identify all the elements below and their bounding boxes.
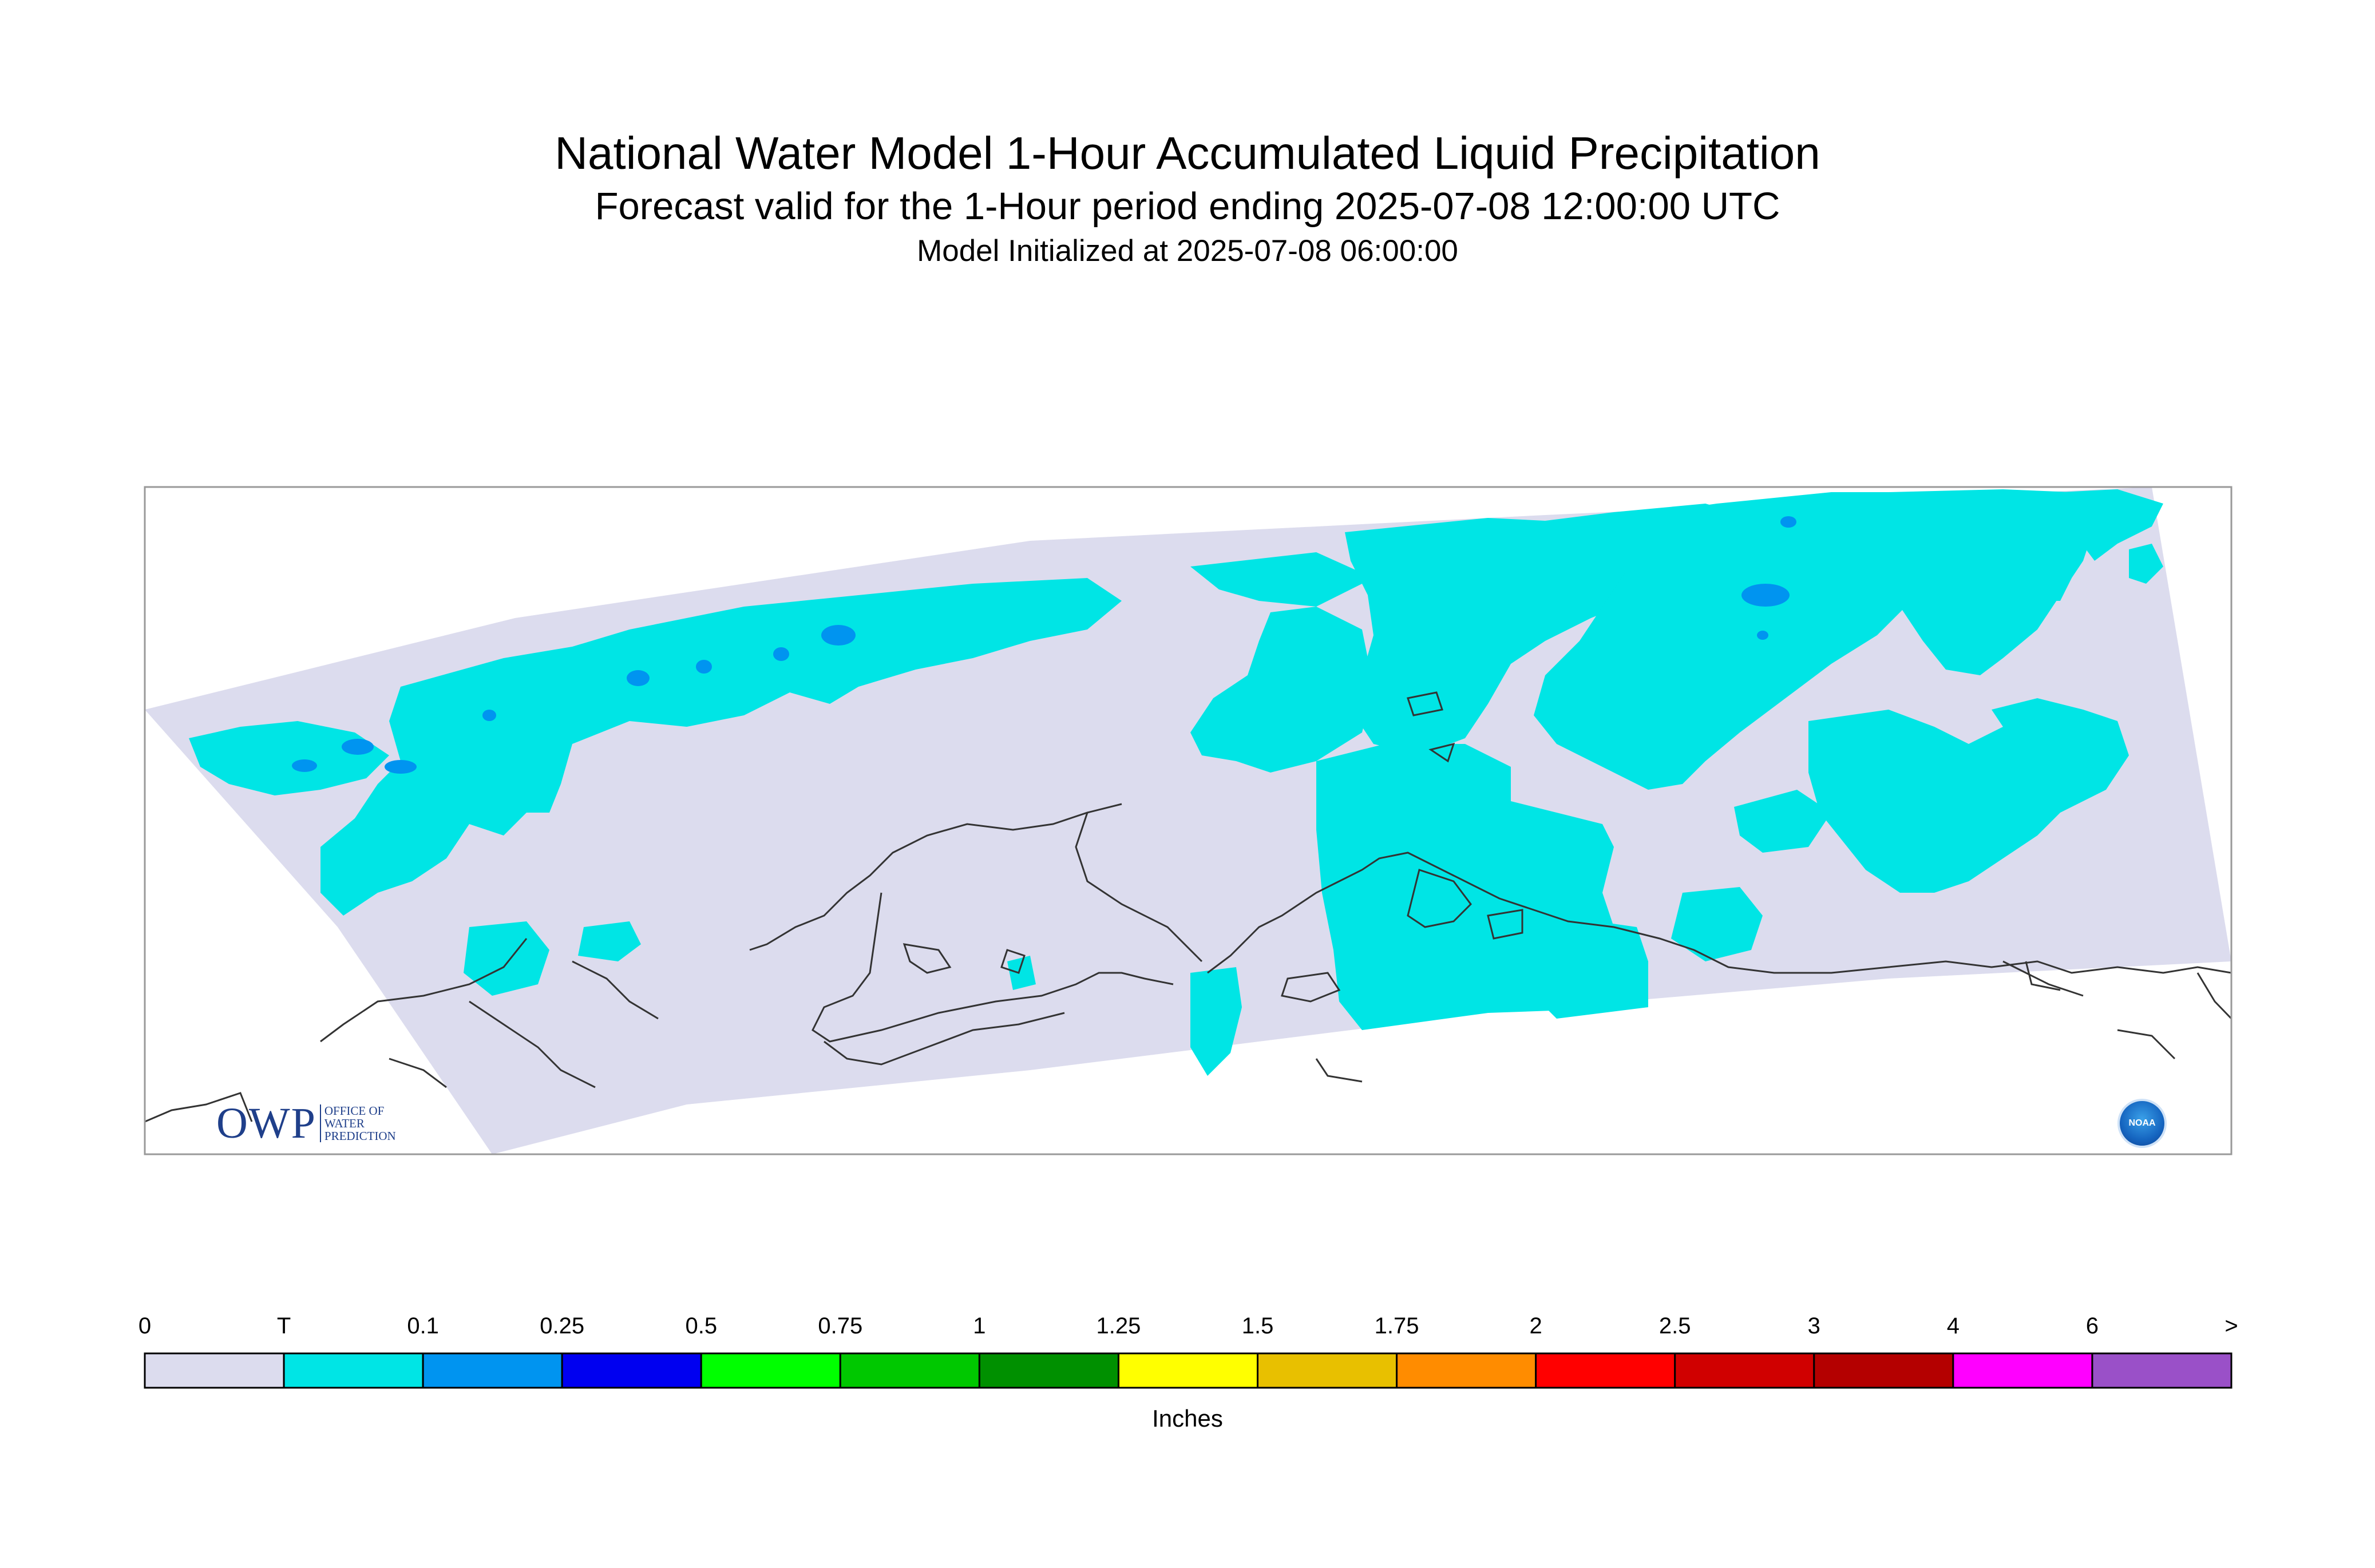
colorbar-swatch — [839, 1352, 980, 1389]
colorbar-tick-label: 1 — [973, 1313, 986, 1339]
colorbar-tick-label: 0.5 — [685, 1313, 718, 1339]
colorbar-swatch — [2091, 1352, 2232, 1389]
colorbar-swatch — [561, 1352, 702, 1389]
colorbar-swatch — [700, 1352, 841, 1389]
noaa-logo-text: NOAA — [2128, 1118, 2156, 1128]
noaa-logo: NOAA — [2117, 1099, 2167, 1148]
colorbar-tick-label: 2.5 — [1658, 1313, 1691, 1339]
colorbar-tick-label: 1.5 — [1241, 1313, 1274, 1339]
colorbar-swatch — [283, 1352, 424, 1389]
model-init-text: Model Initialized at 2025-07-08 06:00:00 — [917, 234, 1458, 268]
colorbar-tick-label: 2 — [1529, 1313, 1542, 1339]
owp-logo-line2: Water — [324, 1116, 365, 1130]
owp-logo-subtext: Office of Water Prediction — [319, 1104, 396, 1143]
colorbar-swatch — [422, 1352, 563, 1389]
owp-logo-line3: Prediction — [324, 1129, 396, 1143]
colorbar-tick-label: 3 — [1807, 1313, 1820, 1339]
coastlines — [145, 691, 2231, 1123]
owp-logo-mark: OWP — [216, 1099, 316, 1147]
owp-logo-line1: Office of — [324, 1104, 385, 1118]
map-frame-border — [144, 486, 2232, 1155]
colorbar-tick-label: 0 — [138, 1313, 152, 1339]
colorbar-units-label: Inches — [1152, 1405, 1223, 1432]
map-title: National Water Model 1-Hour Accumulated … — [555, 128, 1820, 179]
colorbar-swatch — [978, 1352, 1119, 1389]
colorbar-tick-label: > — [2224, 1313, 2238, 1339]
colorbar-swatch — [1396, 1352, 1537, 1389]
colorbar-swatch — [1674, 1352, 1815, 1389]
colorbar-tick-label: 4 — [1946, 1313, 1960, 1339]
colorbar-tick-label: 0.1 — [407, 1313, 439, 1339]
light-precip-spots — [292, 516, 1796, 774]
colorbar-tick-label: 0.25 — [540, 1313, 585, 1339]
colorbar-swatch — [1257, 1352, 1398, 1389]
colorbar-swatch — [1952, 1352, 2093, 1389]
title-block: National Water Model 1-Hour Accumulated … — [0, 125, 2375, 271]
colorbar-swatch — [1535, 1352, 1676, 1389]
colorbar-tick-label: 1.75 — [1374, 1313, 1419, 1339]
colorbar-swatch — [1117, 1352, 1259, 1389]
colorbar-tick-label: 1.25 — [1096, 1313, 1141, 1339]
owp-logo: OWP Office of Water Prediction — [216, 1102, 396, 1145]
colorbar-tick-label: T — [276, 1313, 291, 1339]
colorbar-swatch — [144, 1352, 285, 1389]
colorbar-tick-label: 0.75 — [818, 1313, 863, 1339]
colorbar — [144, 1352, 2232, 1389]
colorbar-tick-label: 6 — [2085, 1313, 2099, 1339]
map-subtitle: Forecast valid for the 1-Hour period end… — [595, 185, 1780, 228]
trace-precip-areas — [189, 489, 2163, 1076]
colorbar-swatch — [1813, 1352, 1954, 1389]
